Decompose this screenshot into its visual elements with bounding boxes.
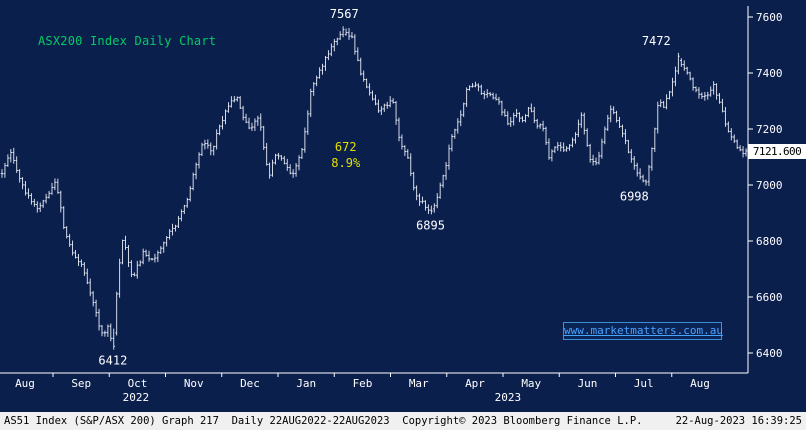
x-axis-month-label: Nov: [184, 377, 204, 390]
status-bar: AS51 Index (S&P/ASX 200) Graph 217 Daily…: [0, 412, 806, 430]
y-axis-label: 6800: [756, 235, 783, 248]
x-axis-month-label: Jun: [578, 377, 598, 390]
y-axis-label: 7600: [756, 11, 783, 24]
last-price-tag: 7121.600: [748, 144, 806, 159]
price-annotation: 6412: [98, 354, 127, 368]
x-axis-month-label: Jan: [296, 377, 316, 390]
price-annotation: 6895: [416, 218, 445, 232]
marketmatters-link[interactable]: www.marketmatters.com.au: [563, 322, 723, 340]
x-axis-month-label: Sep: [71, 377, 91, 390]
status-bar-left: AS51 Index (S&P/ASX 200) Graph 217 Daily…: [4, 415, 643, 427]
x-axis-month-label: Oct: [128, 377, 148, 390]
y-axis-label: 6400: [756, 347, 783, 360]
x-axis-month-label: Apr: [465, 377, 485, 390]
price-annotation: 7472: [642, 34, 671, 48]
x-axis-year-label: 2023: [495, 391, 522, 404]
x-axis-month-label: May: [521, 377, 541, 390]
x-axis-month-label: Feb: [353, 377, 373, 390]
chart-title: ASX200 Index Daily Chart: [38, 34, 217, 48]
measure-annotation: 8.9%: [331, 156, 361, 170]
y-axis-label: 6600: [756, 291, 783, 304]
x-axis-month-label: Aug: [690, 377, 710, 390]
axes-layer: 6400 6600 6800 7000 7200 7400 7600 Aug Sep Oct Nov…: [0, 6, 783, 404]
x-axis-month-label: Jul: [634, 377, 654, 390]
ohlc-bars-layer: [0, 26, 748, 350]
price-annotation: 7567: [330, 7, 359, 21]
price-annotation: 6998: [620, 190, 649, 204]
x-axis-month-label: Mar: [409, 377, 429, 390]
price-chart: 6400 6600 6800 7000 7200 7400 7600 Aug Sep Oct Nov…: [0, 6, 783, 404]
x-axis-month-label: Aug: [15, 377, 35, 390]
y-axis-label: 7200: [756, 123, 783, 136]
annotations-layer: 7567 7472 6412 6895 6998 672 8.9%: [98, 7, 670, 367]
status-bar-timestamp: 22-Aug-2023 16:39:25: [675, 415, 802, 427]
y-axis-label: 7000: [756, 179, 783, 192]
measure-annotation: 672: [335, 140, 357, 154]
x-axis-year-label: 2022: [123, 391, 150, 404]
y-axis-label: 7400: [756, 67, 783, 80]
x-axis-month-label: Dec: [240, 377, 260, 390]
